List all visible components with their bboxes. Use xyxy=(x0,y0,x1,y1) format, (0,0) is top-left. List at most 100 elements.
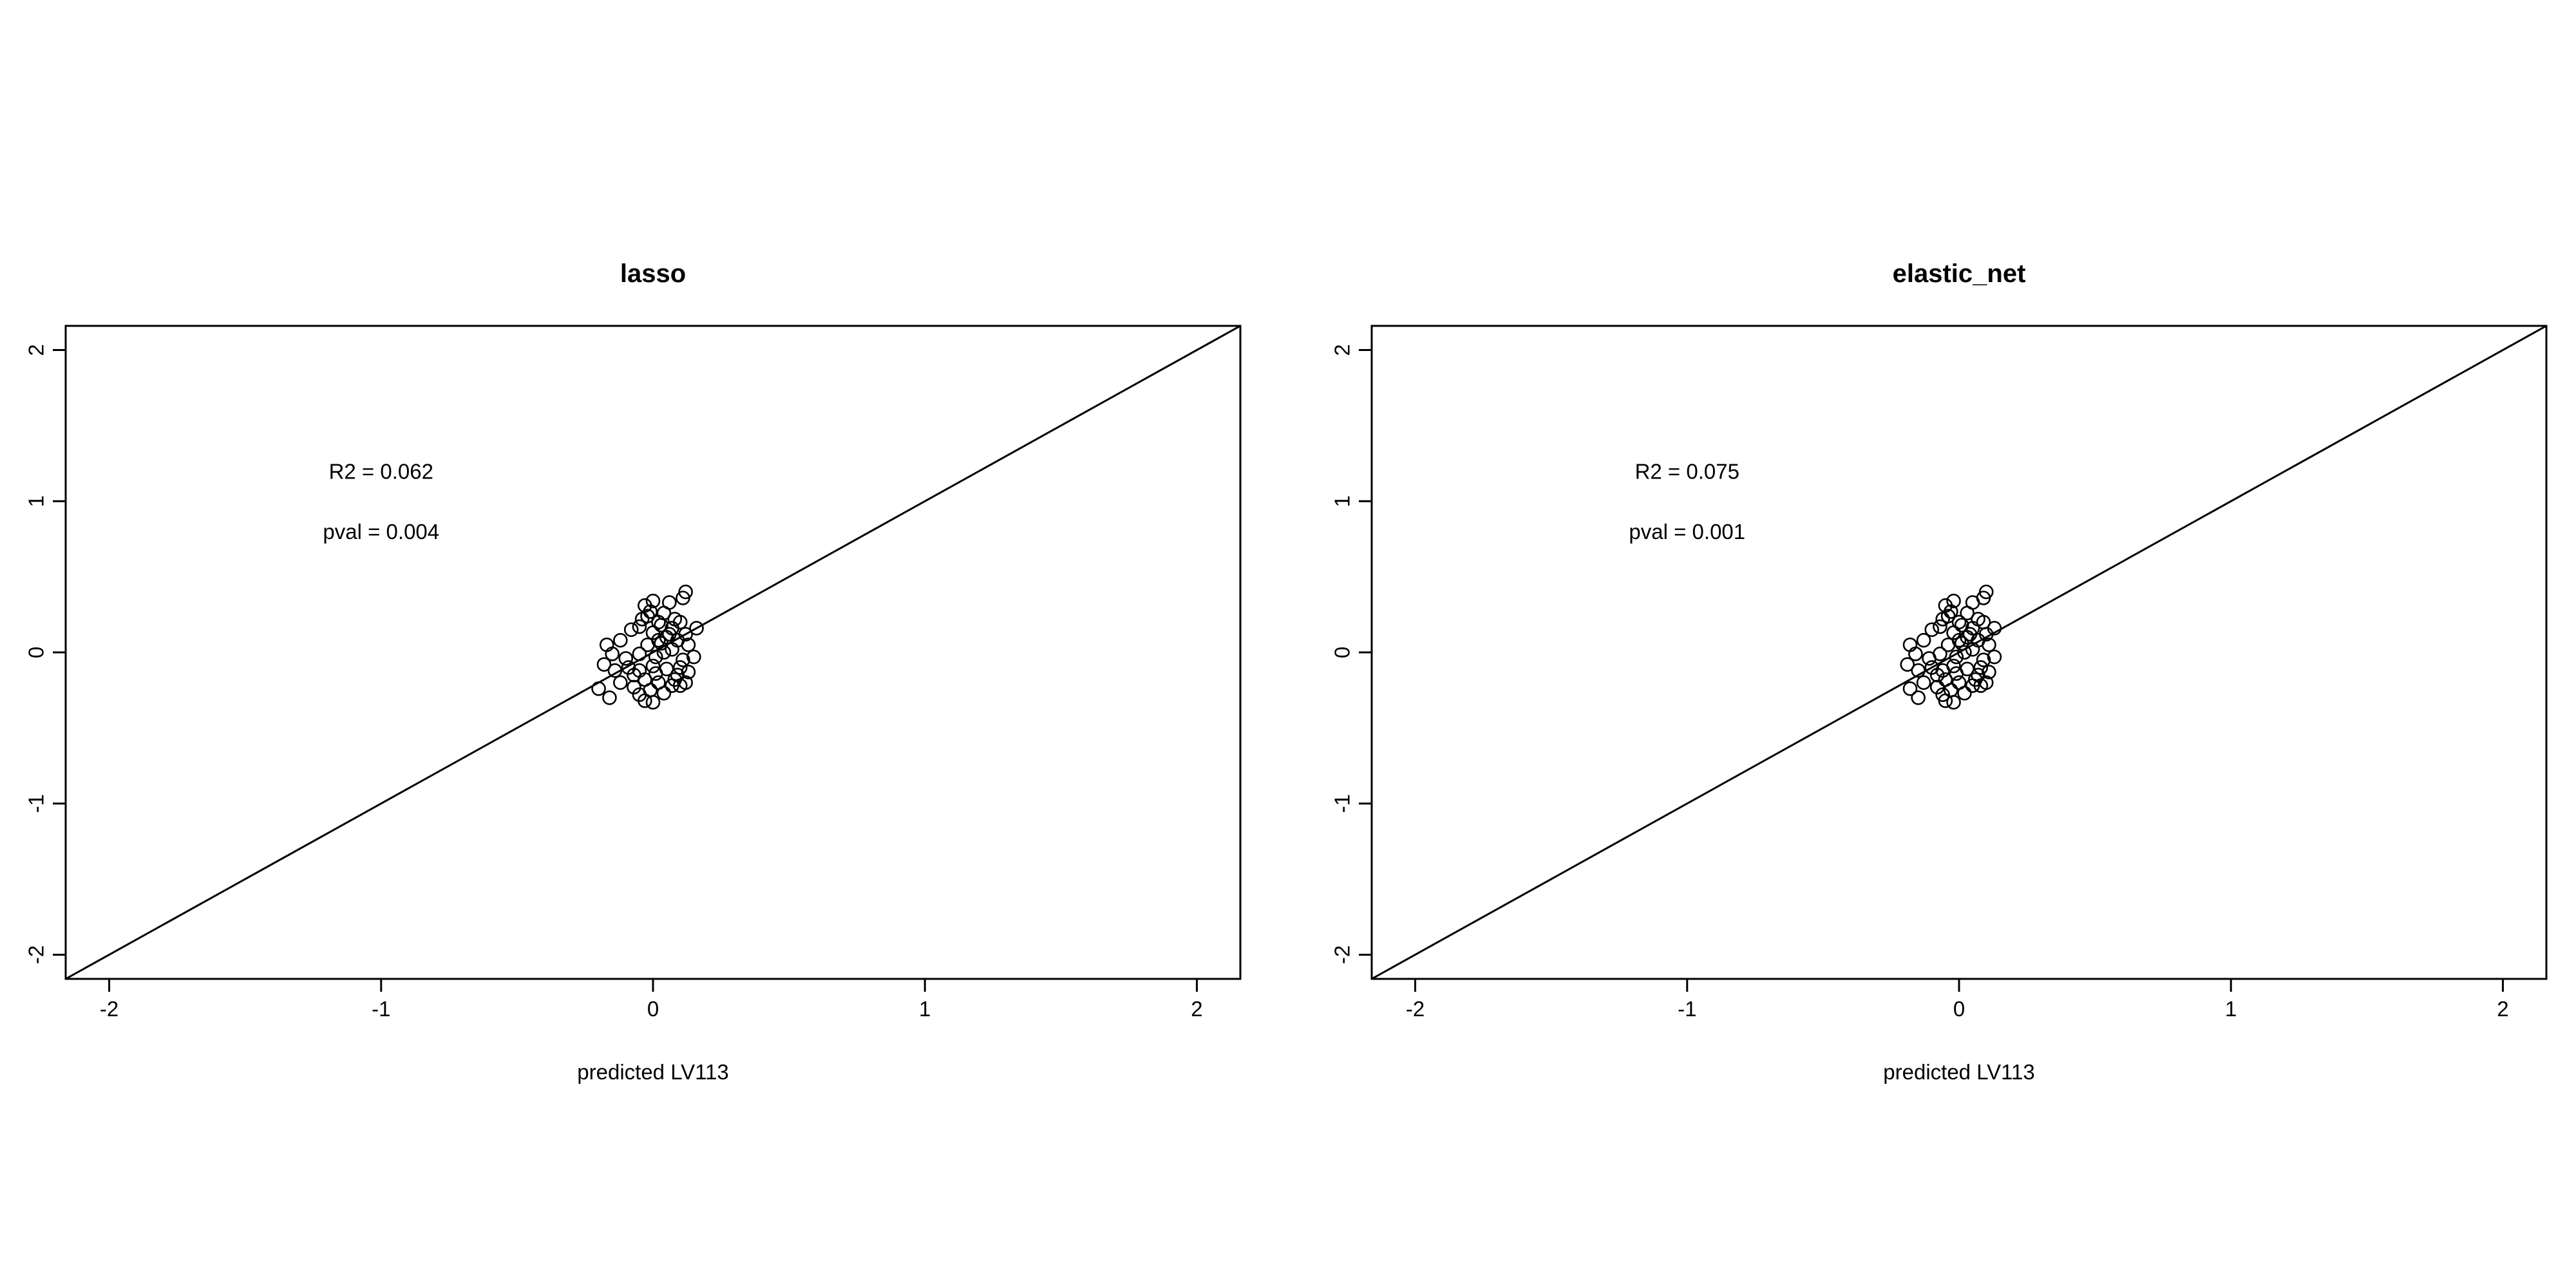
data-point xyxy=(1916,632,1931,648)
data-point xyxy=(596,657,612,672)
y-tick-label: 1 xyxy=(24,495,48,507)
data-point xyxy=(1911,663,1926,678)
data-point xyxy=(1973,678,1989,693)
data-point xyxy=(1949,649,1964,665)
x-tick-label: -1 xyxy=(1678,997,1696,1021)
x-axis-label: predicted LV113 xyxy=(1883,1060,2034,1084)
data-point xyxy=(1902,681,1918,696)
x-tick-label: 2 xyxy=(1191,997,1202,1021)
x-tick-label: 1 xyxy=(919,997,931,1021)
data-point xyxy=(656,645,672,660)
scatter-points xyxy=(591,584,704,710)
data-point xyxy=(645,658,661,674)
data-point xyxy=(1946,593,1961,609)
data-point xyxy=(648,649,663,665)
x-tick-label: -1 xyxy=(372,997,390,1021)
data-point xyxy=(640,609,655,623)
data-point xyxy=(681,665,696,679)
data-point xyxy=(1957,645,1972,660)
pval-annotation: pval = 0.001 xyxy=(1629,520,1745,544)
x-axis-label: predicted LV113 xyxy=(577,1060,728,1084)
data-point xyxy=(656,686,672,701)
y-axis: -2 -1 0 1 2 xyxy=(1331,344,1372,964)
data-point xyxy=(1957,686,1972,701)
data-point xyxy=(672,660,688,675)
y-tick-label: -1 xyxy=(24,794,48,813)
x-tick-label: -2 xyxy=(100,997,118,1021)
data-point xyxy=(632,647,647,661)
data-point xyxy=(676,591,690,605)
data-point xyxy=(632,619,647,634)
data-point xyxy=(645,593,661,609)
data-point xyxy=(1954,636,1969,651)
data-point xyxy=(689,621,704,636)
data-point xyxy=(1902,637,1918,652)
data-point xyxy=(599,637,614,652)
x-tick-label: 0 xyxy=(647,997,659,1021)
data-point xyxy=(623,622,639,638)
data-point xyxy=(591,681,606,696)
identity-line xyxy=(1371,325,2547,980)
data-point xyxy=(1962,627,1978,642)
data-point xyxy=(645,625,661,640)
x-tick-label: 2 xyxy=(2497,997,2508,1021)
x-tick-label: -2 xyxy=(1406,997,1425,1021)
data-point xyxy=(1949,666,1964,681)
data-point xyxy=(654,618,668,633)
data-point xyxy=(676,652,690,668)
data-point xyxy=(1987,649,2002,665)
data-point xyxy=(1946,658,1961,674)
panel-lasso: lasso -2 -1 0 1 2 -2 -1 0 1 2 R2 = 0.062 pval = … xyxy=(24,260,1242,1084)
data-point xyxy=(687,649,701,665)
panel-title: elastic_net xyxy=(1893,260,2026,288)
data-point xyxy=(1965,642,1980,657)
data-point xyxy=(654,636,668,651)
data-point xyxy=(1938,693,1953,708)
scatter-points xyxy=(1900,584,2002,710)
r2-annotation: R2 = 0.075 xyxy=(1635,459,1739,483)
data-point xyxy=(1973,660,1989,675)
y-tick-label: 0 xyxy=(1331,647,1354,658)
x-tick-label: 1 xyxy=(2225,997,2237,1021)
data-point xyxy=(618,651,634,666)
data-point xyxy=(662,627,677,642)
data-point xyxy=(1982,637,1996,652)
r2-annotation: R2 = 0.062 xyxy=(329,459,433,483)
y-tick-label: 2 xyxy=(24,344,48,355)
y-axis: -2 -1 0 1 2 xyxy=(24,344,66,964)
data-point xyxy=(1924,622,1940,638)
data-point xyxy=(607,663,623,678)
panel-elastic-net: elastic_net -2 -1 0 1 2 -2 -1 0 1 2 R2 = 0.075 p… xyxy=(1331,260,2548,1084)
data-point xyxy=(648,666,663,681)
data-point xyxy=(1911,690,1926,705)
data-point xyxy=(1940,609,1956,623)
data-point xyxy=(621,660,636,675)
x-axis: -2 -1 0 1 2 xyxy=(1406,979,2509,1021)
data-point xyxy=(1976,652,1991,668)
data-point xyxy=(638,693,652,708)
y-tick-label: -2 xyxy=(1331,945,1354,964)
y-tick-label: 0 xyxy=(24,647,48,658)
data-point xyxy=(1960,605,1975,621)
data-point xyxy=(1982,665,1996,679)
data-point xyxy=(613,632,628,648)
data-point xyxy=(1929,667,1945,683)
data-point xyxy=(613,675,628,690)
y-tick-label: 1 xyxy=(1331,495,1354,507)
data-point xyxy=(1900,657,1915,672)
data-point xyxy=(1976,591,1991,605)
data-point xyxy=(1946,625,1961,640)
panel-title: lasso xyxy=(620,260,686,288)
data-point xyxy=(665,642,679,657)
data-point xyxy=(627,667,641,683)
y-tick-label: 2 xyxy=(1331,344,1354,355)
x-tick-label: 0 xyxy=(1953,997,1965,1021)
data-point xyxy=(651,632,666,648)
identity-line xyxy=(65,325,1241,980)
data-point xyxy=(1951,632,1967,648)
data-point xyxy=(681,637,696,652)
data-point xyxy=(1916,675,1931,690)
data-point xyxy=(672,678,688,693)
data-point xyxy=(1924,660,1940,675)
